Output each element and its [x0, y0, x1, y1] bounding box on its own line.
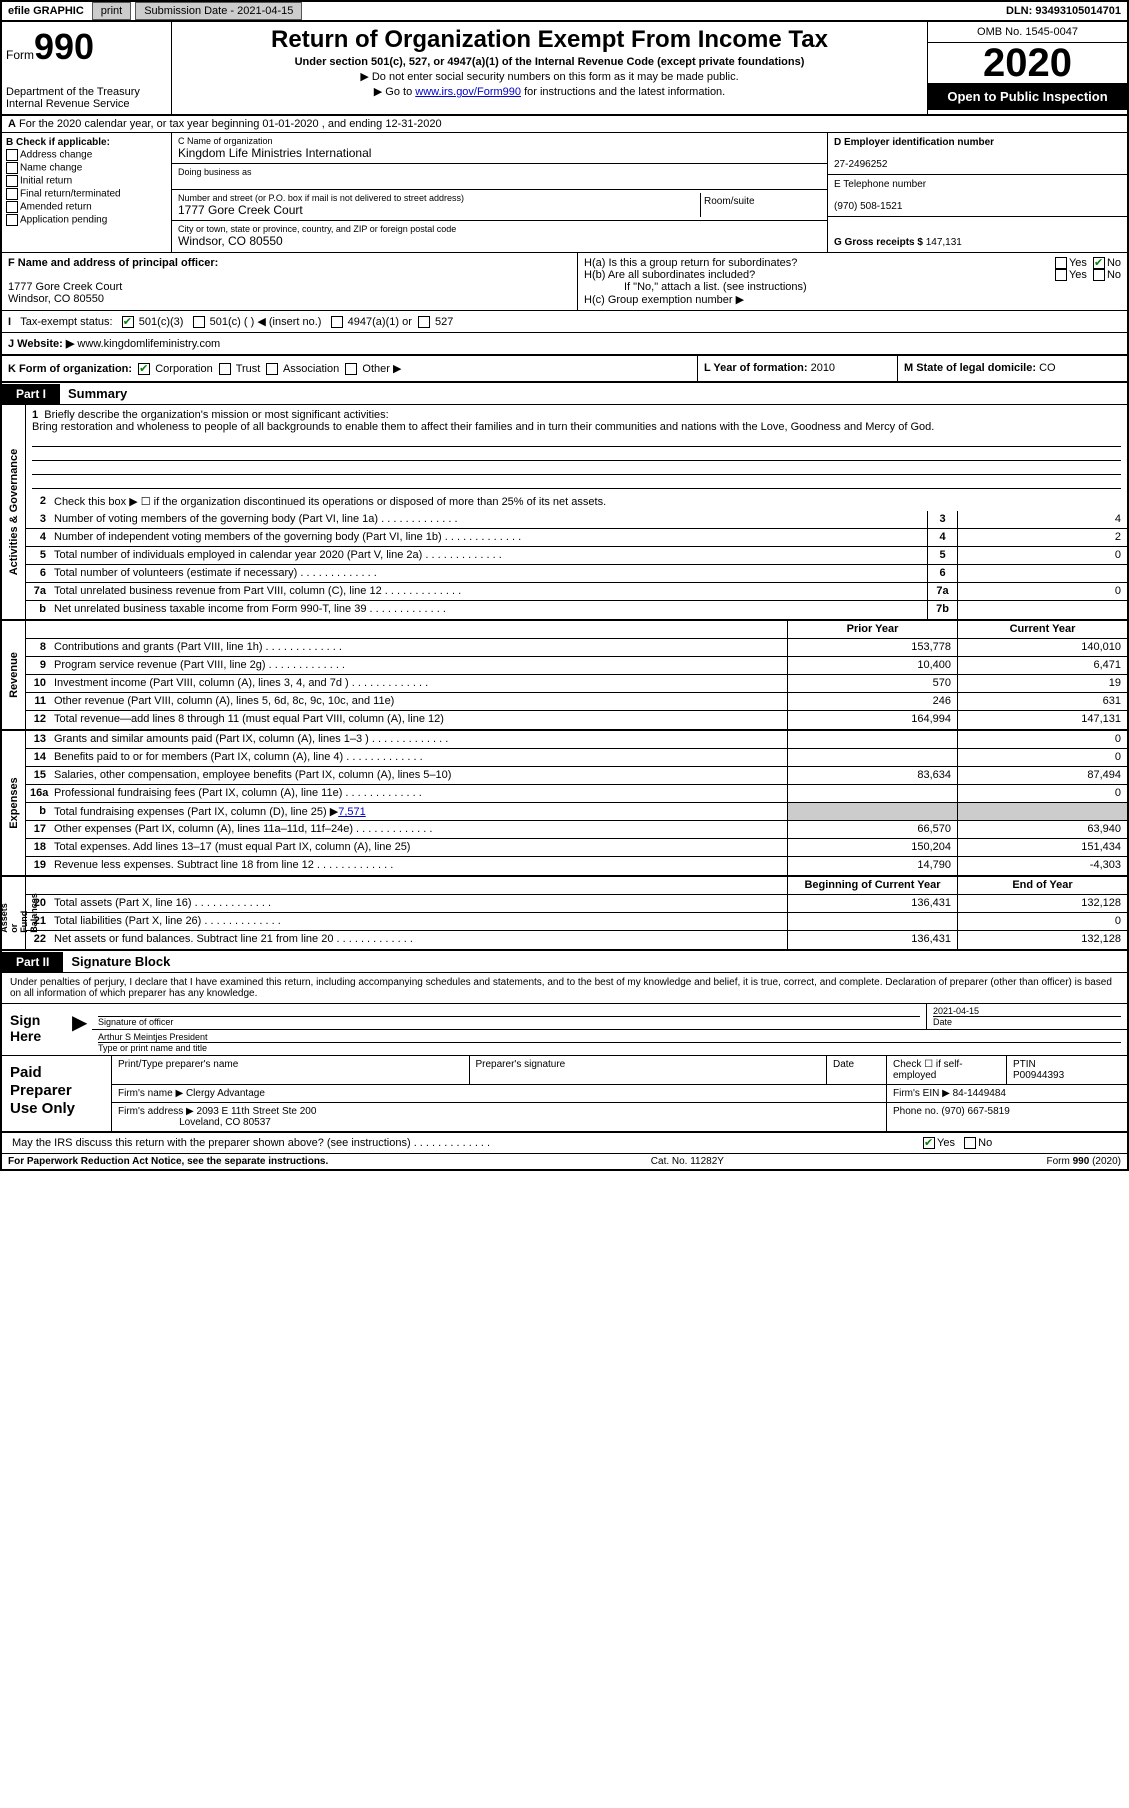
city-state-zip: Windsor, CO 80550	[178, 234, 821, 248]
chk-name-change[interactable]	[6, 162, 18, 174]
subtitle-1: Under section 501(c), 527, or 4947(a)(1)…	[176, 56, 923, 68]
fundraising-link[interactable]: 7,571	[338, 806, 366, 818]
row-i: I Tax-exempt status: 501(c)(3) 501(c) ( …	[2, 311, 1127, 333]
tax-year: 2020	[928, 43, 1127, 83]
header-middle: Return of Organization Exempt From Incom…	[172, 22, 927, 114]
form-header: Form990 Department of the Treasury Inter…	[2, 22, 1127, 116]
chk-address-change[interactable]	[6, 149, 18, 161]
print-button[interactable]: print	[92, 2, 131, 20]
chk-other[interactable]	[345, 363, 357, 375]
col-right: D Employer identification number 27-2496…	[827, 133, 1127, 252]
chk-final-return[interactable]	[6, 188, 18, 200]
sign-here-row: Sign Here ▶ Signature of officer 2021-04…	[2, 1004, 1127, 1056]
chk-amended[interactable]	[6, 201, 18, 213]
revenue-section: Revenue Prior YearCurrent Year 8Contribu…	[2, 621, 1127, 731]
header-left: Form990 Department of the Treasury Inter…	[2, 22, 172, 114]
ein: 27-2496252	[834, 159, 887, 170]
net-assets-section: Net Assets or Fund Balances Beginning of…	[2, 877, 1127, 951]
chk-501c3[interactable]	[122, 316, 134, 328]
mission-text: Bring restoration and wholeness to peopl…	[32, 421, 934, 433]
gross-receipts: 147,131	[926, 237, 962, 248]
subtitle-3: Go to www.irs.gov/Form990 for instructio…	[176, 85, 923, 98]
chk-discuss-no[interactable]	[964, 1137, 976, 1149]
part1-header: Part I Summary	[2, 383, 1127, 405]
chk-discuss-yes[interactable]	[923, 1137, 935, 1149]
footer: For Paperwork Reduction Act Notice, see …	[2, 1154, 1127, 1169]
dept-label: Department of the Treasury Internal Reve…	[6, 86, 167, 110]
sign-arrow-icon: ▶	[72, 1004, 92, 1055]
paid-preparer-row: Paid Preparer Use Only Print/Type prepar…	[2, 1056, 1127, 1133]
chk-527[interactable]	[418, 316, 430, 328]
irs-link[interactable]: www.irs.gov/Form990	[415, 86, 521, 98]
street-address: 1777 Gore Creek Court	[178, 203, 700, 217]
form-title: Return of Organization Exempt From Incom…	[176, 26, 923, 54]
chk-assoc[interactable]	[266, 363, 278, 375]
website: www.kingdomlifeministry.com	[77, 338, 220, 350]
discuss-row: May the IRS discuss this return with the…	[2, 1133, 1127, 1154]
col-b: B Check if applicable: Address change Na…	[2, 133, 172, 252]
topbar: efile GRAPHIC print Submission Date - 20…	[2, 2, 1127, 22]
submission-date-button[interactable]: Submission Date - 2021-04-15	[135, 2, 302, 20]
form-number: 990	[34, 26, 94, 67]
chk-ha-no[interactable]	[1093, 257, 1105, 269]
part2-header: Part II Signature Block	[2, 951, 1127, 973]
chk-ha-yes[interactable]	[1055, 257, 1067, 269]
efile-label: efile GRAPHIC	[2, 3, 90, 19]
chk-501c[interactable]	[193, 316, 205, 328]
chk-corp[interactable]	[138, 363, 150, 375]
col-mid: C Name of organization Kingdom Life Mini…	[172, 133, 827, 252]
telephone: (970) 508-1521	[834, 201, 902, 212]
chk-hb-yes[interactable]	[1055, 269, 1067, 281]
form-990-page: efile GRAPHIC print Submission Date - 20…	[0, 0, 1129, 1171]
section-bcdefg: B Check if applicable: Address change Na…	[2, 133, 1127, 253]
header-right: OMB No. 1545-0047 2020 Open to Public In…	[927, 22, 1127, 114]
expenses-section: Expenses 13Grants and similar amounts pa…	[2, 731, 1127, 877]
chk-initial-return[interactable]	[6, 175, 18, 187]
activities-governance: Activities & Governance 1 Briefly descri…	[2, 405, 1127, 621]
chk-hb-no[interactable]	[1093, 269, 1105, 281]
declaration: Under penalties of perjury, I declare th…	[2, 973, 1127, 1004]
omb-number: OMB No. 1545-0047	[928, 22, 1127, 43]
chk-trust[interactable]	[219, 363, 231, 375]
chk-4947[interactable]	[331, 316, 343, 328]
chk-pending[interactable]	[6, 214, 18, 226]
row-f-h: F Name and address of principal officer:…	[2, 253, 1127, 311]
open-public-label: Open to Public Inspection	[928, 83, 1127, 110]
row-klm: K Form of organization: Corporation Trus…	[2, 356, 1127, 383]
dln-label: DLN: 93493105014701	[1000, 3, 1127, 19]
org-name: Kingdom Life Ministries International	[178, 146, 821, 160]
row-j: J Website: ▶ www.kingdomlifeministry.com	[2, 333, 1127, 356]
subtitle-2: Do not enter social security numbers on …	[176, 70, 923, 83]
officer-name: Arthur S Meintjes President	[98, 1032, 208, 1042]
row-a: A For the 2020 calendar year, or tax yea…	[2, 116, 1127, 133]
